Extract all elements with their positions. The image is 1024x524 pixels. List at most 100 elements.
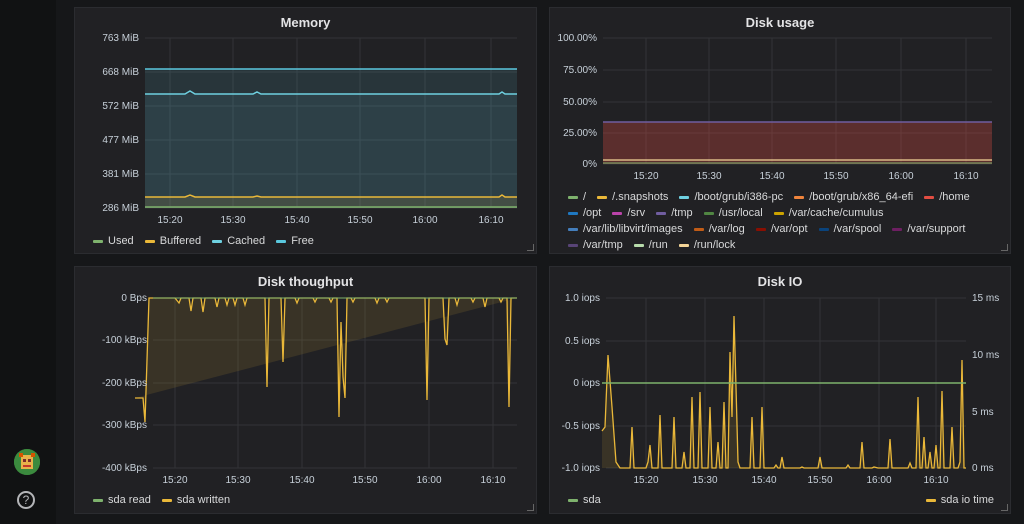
written-area — [135, 298, 517, 422]
resize-handle[interactable] — [1001, 504, 1008, 511]
y2-tick: 0 ms — [972, 463, 994, 474]
legend-item[interactable]: /opt — [568, 205, 601, 221]
x-tick: 15:50 — [807, 475, 832, 486]
x-tick: 15:40 — [289, 475, 314, 486]
legend-item-sda[interactable]: sda — [568, 492, 601, 508]
legend-item[interactable]: /.snapshots — [597, 189, 668, 205]
y-tick: 572 MiB — [102, 101, 139, 112]
y-tick: 381 MiB — [102, 169, 139, 180]
legend-item[interactable]: /var/lib/libvirt/images — [568, 221, 683, 237]
legend-item-sda-written[interactable]: sda written — [161, 492, 230, 508]
x-tick: 16:10 — [923, 475, 948, 486]
legend-item[interactable]: /var/log — [693, 221, 745, 237]
x-tick: 16:10 — [480, 475, 505, 486]
y-tick: 1.0 iops — [565, 293, 600, 304]
y-tick: 0% — [583, 159, 598, 170]
disk-usage-graph: 100.00% 75.00% 50.00% 25.00% 0% 15:20 15… — [558, 33, 992, 182]
x-tick: 15:30 — [225, 475, 250, 486]
legend-item-cached[interactable]: Cached — [212, 233, 265, 249]
legend-item[interactable]: /tmp — [656, 205, 693, 221]
legend-item-sda-io-time[interactable]: sda io time — [925, 492, 994, 508]
io-time-area — [602, 316, 966, 468]
x-tick: 16:00 — [866, 475, 891, 486]
legend-item[interactable]: /run/lock — [678, 237, 735, 253]
free-area — [145, 69, 517, 208]
legend-item[interactable]: /boot/grub/i386-pc — [679, 189, 783, 205]
x-tick: 15:50 — [352, 475, 377, 486]
legend-item[interactable]: / — [568, 189, 586, 205]
panel-title[interactable]: Disk thoughput — [257, 274, 354, 289]
x-tick: 16:00 — [412, 215, 437, 226]
memory-graph: 763 MiB 668 MiB 572 MiB 477 MiB 381 MiB … — [102, 33, 517, 226]
legend-item[interactable]: /var/tmp — [568, 237, 623, 253]
x-tick: 15:30 — [692, 475, 717, 486]
y-tick: 0 iops — [573, 378, 600, 389]
user-avatar[interactable] — [14, 449, 40, 475]
y2-tick: 10 ms — [972, 350, 999, 361]
y-tick: -0.5 iops — [562, 421, 600, 432]
disk-io-panel[interactable]: Disk IO 1.0 iops 0.5 iops 0 iops -0.5 io… — [549, 266, 1011, 514]
y-tick: 75.00% — [563, 65, 597, 76]
legend-item[interactable]: /var/spool — [818, 221, 881, 237]
y-tick: 286 MiB — [102, 203, 139, 214]
resize-handle[interactable] — [527, 244, 534, 251]
y-tick: 0.5 iops — [565, 336, 600, 347]
legend-item[interactable]: /run — [633, 237, 668, 253]
disk-throughput-panel[interactable]: Disk thoughput 0 Bps -100 kBps -200 kBps… — [74, 266, 537, 514]
y-tick: 668 MiB — [102, 67, 139, 78]
y-tick: -1.0 iops — [562, 463, 600, 474]
x-tick: 15:40 — [284, 215, 309, 226]
legend-item-used[interactable]: Used — [93, 233, 134, 249]
memory-panel[interactable]: Memory 763 MiB 668 MiB 572 MiB 477 MiB 3… — [74, 7, 537, 254]
legend-item[interactable]: /usr/local — [703, 205, 763, 221]
y-tick: 763 MiB — [102, 33, 139, 44]
disk-usage-panel[interactable]: Disk usage 100.00% 75.00% 50.00% 25.00% … — [549, 7, 1011, 254]
legend-item-free[interactable]: Free — [276, 233, 314, 249]
buffered-area — [145, 197, 517, 208]
disk-io-legend-left: sda — [568, 492, 609, 508]
x-tick: 16:00 — [416, 475, 441, 486]
help-icon[interactable]: ? — [17, 491, 35, 509]
legend-item-sda-read[interactable]: sda read — [93, 492, 151, 508]
legend-item[interactable]: /home — [924, 189, 970, 205]
x-tick: 15:30 — [220, 215, 245, 226]
y-tick: -100 kBps — [102, 335, 147, 346]
y2-tick: 5 ms — [972, 407, 994, 418]
legend-item[interactable]: /var/opt — [755, 221, 808, 237]
y-tick: 100.00% — [558, 33, 598, 44]
panel-title[interactable]: Memory — [280, 15, 331, 30]
x-tick: 15:20 — [157, 215, 182, 226]
resize-handle[interactable] — [527, 504, 534, 511]
grid-lines — [145, 37, 517, 209]
y-tick: 50.00% — [563, 97, 597, 108]
x-tick: 15:40 — [759, 171, 784, 182]
legend-item[interactable]: /var/cache/cumulus — [773, 205, 884, 221]
y-tick: -300 kBps — [102, 420, 147, 431]
legend-item-buffered[interactable]: Buffered — [144, 233, 201, 249]
disk-usage-area — [603, 122, 992, 164]
y-tick: -400 kBps — [102, 463, 147, 474]
x-tick: 15:40 — [751, 475, 776, 486]
y2-tick: 15 ms — [972, 293, 999, 304]
x-tick: 15:30 — [696, 171, 721, 182]
side-nav: ? — [0, 0, 57, 524]
resize-handle[interactable] — [1001, 244, 1008, 251]
panel-title[interactable]: Disk IO — [757, 274, 803, 289]
legend-item[interactable]: /var/support — [892, 221, 965, 237]
cached-area — [145, 94, 517, 208]
x-tick: 16:10 — [953, 171, 978, 182]
disk-usage-legend: / /.snapshots /boot/grub/i386-pc /boot/g… — [568, 189, 1008, 253]
cached-series — [145, 90, 517, 95]
y-tick: 477 MiB — [102, 135, 139, 146]
panel-title[interactable]: Disk usage — [745, 15, 815, 30]
sda-io-time-series — [601, 315, 966, 469]
legend-item[interactable]: /boot/grub/x86_64-efi — [794, 189, 913, 205]
x-tick: 16:00 — [888, 171, 913, 182]
disk-throughput-graph: 0 Bps -100 kBps -200 kBps -300 kBps -400… — [102, 293, 517, 486]
x-tick: 16:10 — [478, 215, 503, 226]
y-tick: -200 kBps — [102, 378, 147, 389]
x-tick: 15:50 — [347, 215, 372, 226]
dashboard: Memory 763 MiB 668 MiB 572 MiB 477 MiB 3… — [56, 0, 1024, 524]
legend-item[interactable]: /srv — [612, 205, 645, 221]
avatar-icon — [14, 449, 40, 475]
